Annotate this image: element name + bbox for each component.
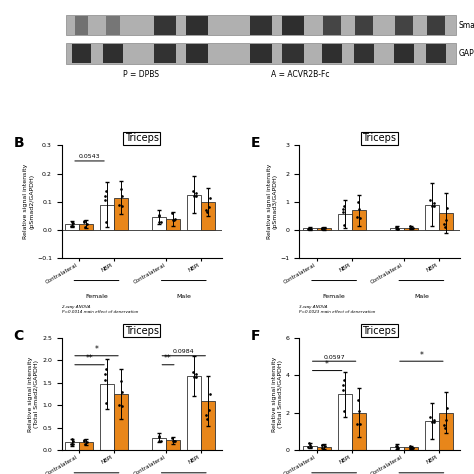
Bar: [303, 228, 317, 230]
Bar: [166, 440, 180, 450]
Bar: [65, 224, 79, 230]
Bar: [152, 217, 166, 230]
Bar: [352, 413, 365, 450]
Bar: [79, 442, 93, 450]
Text: C: C: [13, 329, 24, 343]
Bar: [79, 224, 93, 230]
Bar: [354, 44, 374, 63]
Bar: [282, 16, 303, 35]
Text: Male: Male: [176, 294, 191, 299]
Bar: [152, 438, 166, 450]
Bar: [114, 394, 128, 450]
Text: **: **: [86, 355, 93, 364]
Text: 0.0543: 0.0543: [79, 154, 100, 159]
Bar: [250, 44, 272, 63]
Bar: [427, 16, 445, 35]
Bar: [390, 228, 404, 230]
Bar: [337, 214, 352, 230]
Text: 0.0984: 0.0984: [173, 349, 195, 355]
Bar: [65, 442, 79, 450]
Bar: [337, 394, 352, 450]
Text: F: F: [251, 329, 261, 343]
Bar: [425, 421, 439, 450]
Bar: [187, 195, 201, 230]
Bar: [390, 447, 404, 450]
Bar: [100, 384, 114, 450]
Title: Triceps: Triceps: [125, 326, 159, 336]
Bar: [322, 44, 342, 63]
Bar: [72, 44, 91, 63]
Bar: [154, 44, 176, 63]
Bar: [250, 16, 272, 35]
Text: B: B: [13, 137, 24, 150]
Y-axis label: Relative signal intensity
(Total Smad2/GAPDH): Relative signal intensity (Total Smad2/G…: [28, 356, 39, 432]
Bar: [425, 205, 439, 230]
Bar: [404, 447, 418, 450]
Bar: [65, 15, 456, 36]
Bar: [282, 44, 303, 63]
Text: A = ACVR2B-Fc: A = ACVR2B-Fc: [271, 70, 330, 79]
Bar: [74, 16, 89, 35]
Title: Triceps: Triceps: [363, 326, 397, 336]
Text: Smad3: Smad3: [458, 21, 474, 30]
Text: *: *: [325, 360, 329, 369]
Y-axis label: Relative signal intensity
(pSmad2/GAPDH): Relative signal intensity (pSmad2/GAPDH): [23, 164, 34, 239]
Text: *: *: [419, 351, 423, 360]
Title: Triceps: Triceps: [363, 133, 397, 143]
Bar: [187, 376, 201, 450]
Bar: [114, 198, 128, 230]
Bar: [317, 228, 331, 230]
Bar: [186, 16, 208, 35]
Title: Triceps: Triceps: [125, 133, 159, 143]
Bar: [355, 16, 373, 35]
Text: 3-way ANOVA
P=0.0023 main effect of denervation: 3-way ANOVA P=0.0023 main effect of dene…: [299, 305, 375, 314]
Text: 0.0597: 0.0597: [323, 355, 345, 360]
Text: Female: Female: [85, 294, 108, 299]
Bar: [201, 202, 215, 230]
Text: **: **: [164, 355, 172, 364]
Bar: [100, 205, 114, 230]
Bar: [323, 16, 341, 35]
Text: Male: Male: [414, 294, 429, 299]
Bar: [439, 213, 453, 230]
Bar: [103, 44, 123, 63]
Text: P = DPBS: P = DPBS: [123, 70, 159, 79]
Bar: [395, 16, 413, 35]
Y-axis label: Relative signal intensity
(Total Smad3/GAPDH): Relative signal intensity (Total Smad3/G…: [272, 356, 283, 432]
Bar: [352, 210, 365, 230]
Y-axis label: Relative signal intensity
(pSmad3/GAPDH): Relative signal intensity (pSmad3/GAPDH): [267, 164, 278, 239]
Bar: [439, 413, 453, 450]
Bar: [303, 446, 317, 450]
Text: *: *: [95, 346, 99, 355]
Bar: [426, 44, 446, 63]
Text: GAPDH: GAPDH: [458, 49, 474, 58]
Bar: [65, 43, 456, 64]
Bar: [317, 447, 331, 450]
Text: 2-way ANOVA
P=0.0014 main effect of denervation: 2-way ANOVA P=0.0014 main effect of dene…: [62, 305, 138, 314]
Text: Female: Female: [323, 294, 346, 299]
Bar: [186, 44, 208, 63]
Bar: [154, 16, 176, 35]
Bar: [394, 44, 414, 63]
Text: E: E: [251, 137, 261, 150]
Bar: [166, 219, 180, 230]
Bar: [106, 16, 120, 35]
Bar: [404, 228, 418, 230]
Bar: [201, 401, 215, 450]
